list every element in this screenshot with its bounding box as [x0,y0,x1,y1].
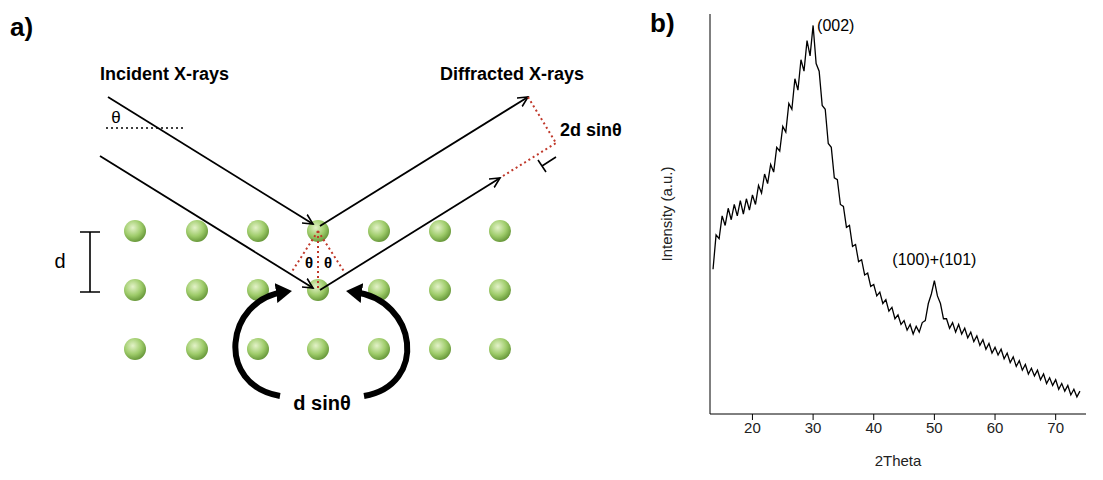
svg-text:a): a) [10,12,33,42]
svg-text:20: 20 [744,419,761,436]
svg-text:θ: θ [305,254,313,271]
svg-text:70: 70 [1047,419,1064,436]
svg-text:40: 40 [865,419,882,436]
svg-text:(002): (002) [817,17,854,34]
svg-text:Diffracted X-rays: Diffracted X-rays [440,64,584,84]
svg-text:θ: θ [324,254,332,271]
svg-text:60: 60 [987,419,1004,436]
svg-text:Intensity (a.u.): Intensity (a.u.) [658,166,675,261]
svg-text:d: d [54,250,65,272]
svg-text:2d sinθ: 2d sinθ [560,120,622,140]
svg-text:Incident X-rays: Incident X-rays [100,64,229,84]
svg-text:30: 30 [805,419,822,436]
svg-text:θ: θ [111,108,120,127]
html-text:b): b) [650,8,675,38]
svg-text:d sinθ: d sinθ [293,392,350,414]
svg-text:2Theta: 2Theta [875,452,922,469]
svg-text:(100)+(101): (100)+(101) [892,251,976,268]
svg-text:50: 50 [926,419,943,436]
